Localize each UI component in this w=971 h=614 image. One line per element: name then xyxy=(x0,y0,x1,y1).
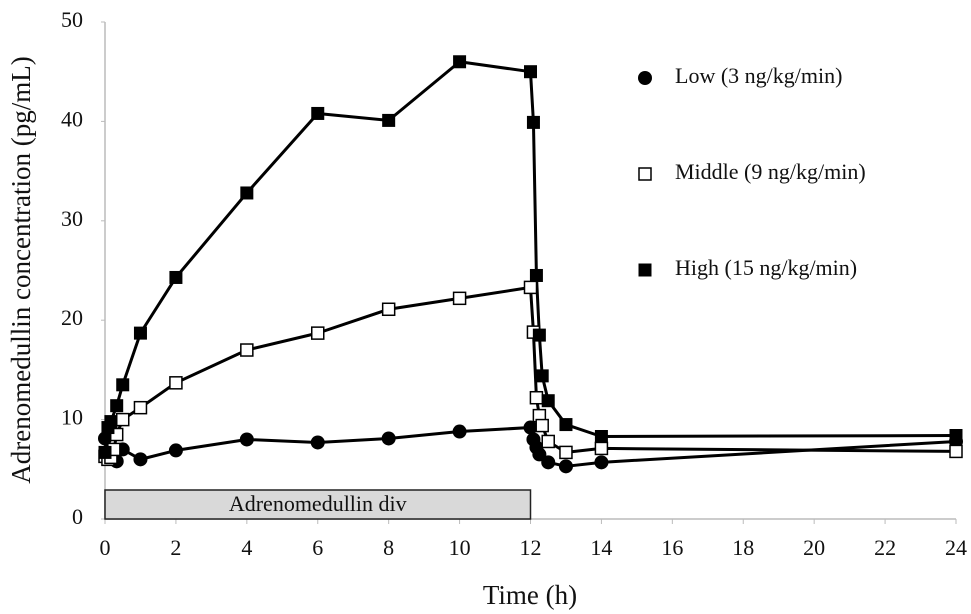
x-tick-label: 20 xyxy=(803,535,825,560)
x-tick-label: 12 xyxy=(520,535,542,560)
legend-marker xyxy=(638,263,652,277)
marker xyxy=(594,429,608,443)
y-tick-label: 10 xyxy=(61,405,83,430)
marker xyxy=(381,302,396,317)
y-tick-label: 40 xyxy=(61,106,83,131)
x-tick-label: 0 xyxy=(100,535,111,560)
x-tick-label: 8 xyxy=(383,535,394,560)
marker xyxy=(133,452,148,467)
marker xyxy=(381,431,396,446)
legend-label: Middle (9 ng/kg/min) xyxy=(675,159,866,184)
marker xyxy=(541,455,556,470)
y-axis-label: Adrenomedullin concentration (pg/mL) xyxy=(6,56,36,483)
marker xyxy=(115,412,130,427)
marker xyxy=(133,326,147,340)
marker xyxy=(532,328,546,342)
marker xyxy=(949,429,963,443)
annotation-text: Adrenomedullin div xyxy=(229,491,407,516)
marker xyxy=(529,390,544,405)
x-tick-label: 4 xyxy=(241,535,252,560)
y-tick-label: 20 xyxy=(61,305,83,330)
x-tick-label: 22 xyxy=(874,535,896,560)
legend-marker xyxy=(638,167,652,181)
marker xyxy=(559,418,573,432)
y-tick-label: 30 xyxy=(61,206,83,231)
marker xyxy=(535,418,549,433)
marker xyxy=(239,432,254,447)
y-tick-label: 50 xyxy=(61,7,83,32)
marker xyxy=(452,291,467,306)
marker xyxy=(559,445,573,460)
marker xyxy=(169,270,183,284)
legend-label: High (15 ng/kg/min) xyxy=(675,255,857,280)
marker xyxy=(541,394,555,408)
x-tick-label: 18 xyxy=(732,535,754,560)
marker xyxy=(133,400,148,415)
x-tick-label: 6 xyxy=(312,535,323,560)
marker xyxy=(311,106,325,120)
marker xyxy=(524,65,537,79)
marker xyxy=(169,376,183,390)
x-tick-label: 16 xyxy=(661,535,683,560)
marker xyxy=(558,459,573,474)
marker xyxy=(116,378,130,392)
marker xyxy=(594,441,609,456)
x-axis-label: Time (h) xyxy=(483,580,577,610)
legend-label: Low (3 ng/kg/min) xyxy=(675,63,842,88)
marker xyxy=(110,399,124,413)
marker xyxy=(98,431,112,446)
x-tick-label: 2 xyxy=(170,535,181,560)
marker xyxy=(453,55,467,69)
x-tick-label: 10 xyxy=(449,535,471,560)
marker xyxy=(949,444,963,459)
marker xyxy=(240,186,254,200)
marker xyxy=(168,443,183,458)
y-tick-label: 0 xyxy=(72,504,83,529)
marker xyxy=(535,369,549,383)
marker xyxy=(240,343,254,357)
marker xyxy=(541,434,555,449)
marker xyxy=(523,280,538,295)
x-tick-label: 14 xyxy=(590,535,612,560)
annotation-bar xyxy=(104,489,532,520)
marker xyxy=(452,424,467,439)
x-tick-label: 24 xyxy=(945,535,967,560)
marker xyxy=(526,115,540,129)
marker xyxy=(311,326,325,340)
marker xyxy=(98,445,112,459)
marker xyxy=(594,455,609,470)
marker xyxy=(523,420,538,435)
legend-marker xyxy=(638,71,652,85)
marker xyxy=(529,268,543,282)
marker xyxy=(104,415,118,429)
marker xyxy=(310,435,325,450)
marker xyxy=(382,113,396,127)
